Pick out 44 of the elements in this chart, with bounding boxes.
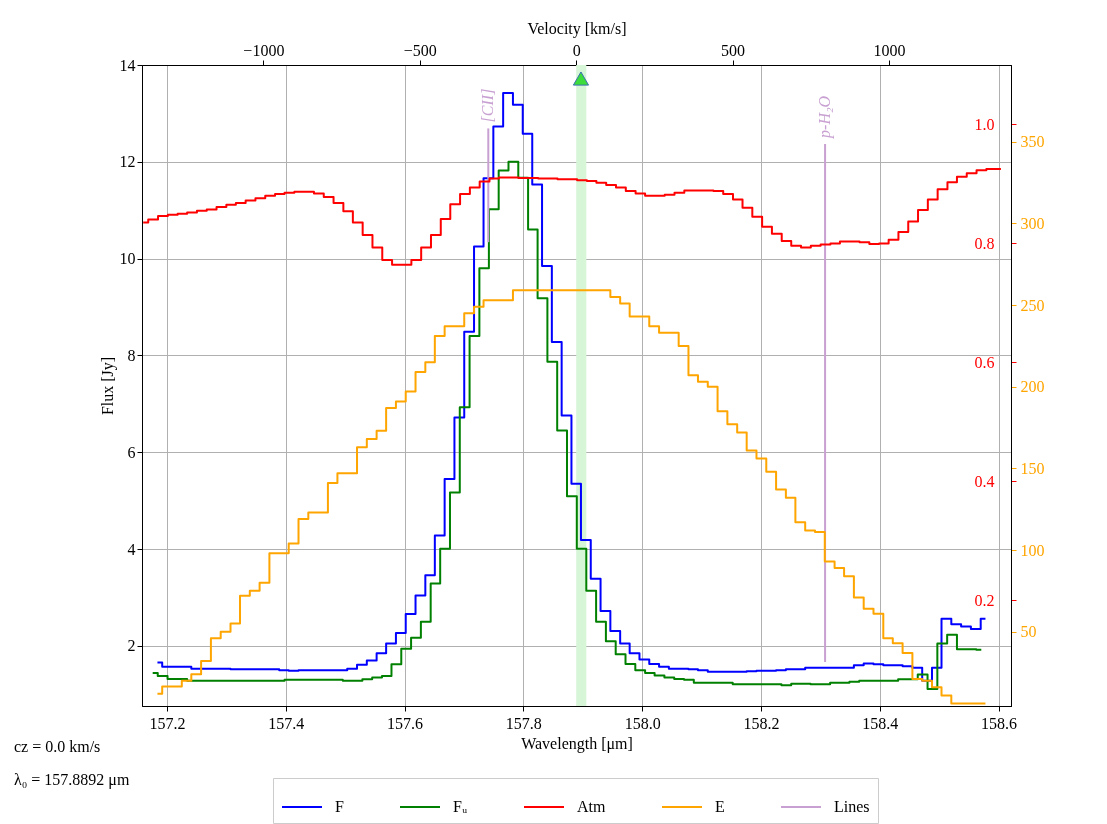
text: cz = 0.0 km/s — [14, 738, 101, 755]
legend-label: E — [715, 798, 725, 815]
annotation: p-H₂O — [816, 95, 835, 139]
y3-tick-label: 350 — [1020, 133, 1045, 151]
x-tick-label: 157.6 — [387, 714, 424, 732]
y2-tick-label: 0.2 — [974, 591, 995, 609]
x2-tick-label: 0 — [572, 41, 581, 59]
x2-tick-label: −1000 — [243, 41, 285, 59]
y-tick-label: 8 — [127, 346, 136, 364]
y3-tick-label: 200 — [1020, 378, 1045, 396]
legend-label: Fᵤ — [453, 798, 468, 815]
x-tick-label: 157.2 — [149, 714, 186, 732]
x-axis-title: Wavelength [μm] — [521, 734, 633, 753]
y2-tick-label: 0.4 — [974, 472, 995, 490]
x-tick-label: 158.2 — [743, 714, 780, 732]
y-tick-label: 6 — [127, 443, 136, 461]
y3-tick-label: 50 — [1020, 623, 1037, 641]
x-tick-label: 158.4 — [862, 714, 899, 732]
x2-axis-title: Velocity [km/s] — [527, 19, 627, 38]
x-tick-label: 158.6 — [981, 714, 1018, 732]
legend-label: Lines — [834, 798, 870, 815]
y-tick-label: 4 — [127, 540, 136, 558]
legend-label: F — [335, 798, 344, 815]
text: λ₀ = 157.8892 μm — [14, 771, 130, 789]
x-tick-label: 157.4 — [268, 714, 305, 732]
y2-tick-label: 1.0 — [974, 115, 995, 133]
y2-tick-label: 0.8 — [974, 234, 995, 252]
y-axis-title: Flux [Jy] — [98, 356, 117, 416]
x2-tick-label: 1000 — [873, 41, 906, 59]
annotation: [CII] — [479, 88, 497, 123]
x2-tick-label: −500 — [403, 41, 437, 59]
y3-tick-label: 100 — [1020, 541, 1045, 559]
y3-tick-label: 150 — [1020, 459, 1045, 477]
x-tick-label: 157.8 — [505, 714, 542, 732]
y3-tick-label: 300 — [1020, 214, 1045, 232]
x2-tick-label: 500 — [721, 41, 746, 59]
legend-label: Atm — [577, 798, 606, 815]
y2-tick-label: 0.6 — [974, 353, 995, 371]
y3-tick-label: 250 — [1020, 296, 1045, 314]
y-tick-label: 14 — [119, 56, 136, 74]
y-tick-label: 2 — [127, 637, 136, 655]
x-tick-label: 158.0 — [624, 714, 661, 732]
y-tick-label: 10 — [119, 250, 136, 268]
y-tick-label: 12 — [119, 153, 136, 171]
